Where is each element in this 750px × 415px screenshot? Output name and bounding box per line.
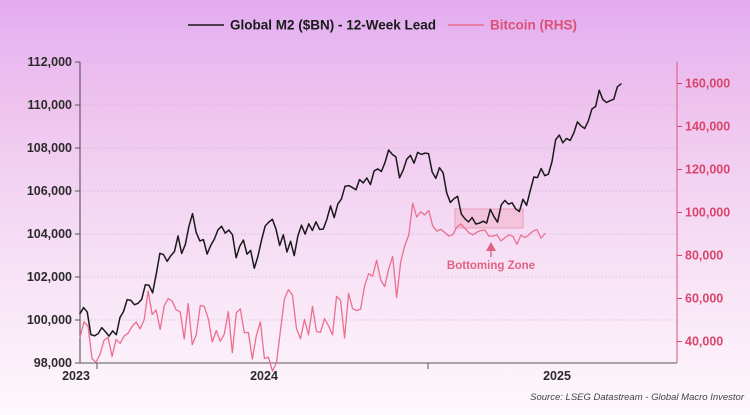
svg-text:Global M2 ($BN) - 12-Week Lead: Global M2 ($BN) - 12-Week Lead — [230, 18, 436, 33]
svg-text:112,000: 112,000 — [28, 55, 73, 69]
svg-text:2024: 2024 — [250, 369, 278, 383]
svg-text:Bottoming Zone: Bottoming Zone — [447, 260, 535, 272]
svg-text:106,000: 106,000 — [27, 184, 72, 198]
svg-text:40,000: 40,000 — [685, 335, 723, 349]
svg-text:104,000: 104,000 — [27, 227, 72, 241]
svg-text:110,000: 110,000 — [28, 98, 73, 112]
svg-text:120,000: 120,000 — [685, 163, 730, 177]
svg-text:160,000: 160,000 — [685, 77, 730, 91]
svg-text:Bitcoin (RHS): Bitcoin (RHS) — [490, 18, 577, 33]
svg-text:Source: LSEG Datastream - Glob: Source: LSEG Datastream - Global Macro I… — [530, 392, 745, 403]
svg-text:80,000: 80,000 — [685, 249, 723, 263]
svg-text:108,000: 108,000 — [27, 141, 72, 155]
svg-text:2025: 2025 — [543, 369, 571, 383]
svg-text:60,000: 60,000 — [685, 292, 723, 306]
svg-text:98,000: 98,000 — [34, 356, 72, 370]
svg-text:140,000: 140,000 — [685, 120, 730, 134]
svg-text:100,000: 100,000 — [27, 313, 72, 327]
svg-text:2023: 2023 — [62, 369, 90, 383]
svg-text:100,000: 100,000 — [685, 206, 730, 220]
svg-text:102,000: 102,000 — [27, 270, 72, 284]
